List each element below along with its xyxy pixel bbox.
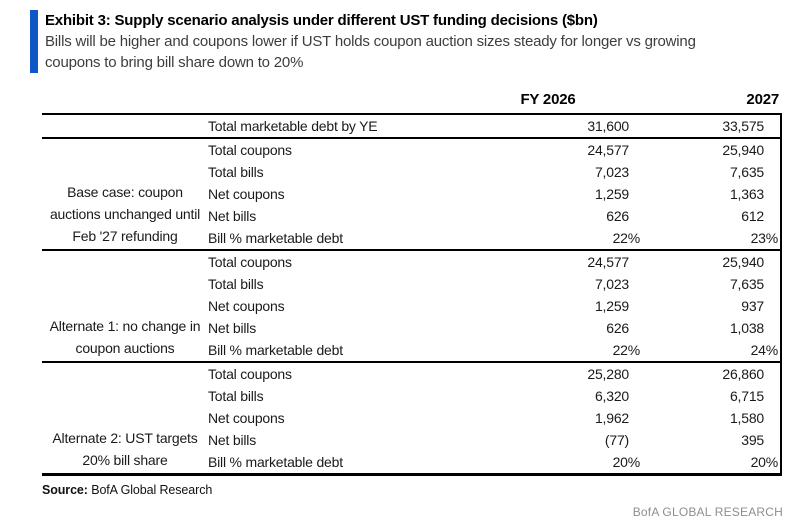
row-label: Total coupons — [208, 142, 292, 158]
table-row: Net coupons 1,259 1,363 — [42, 183, 782, 205]
source-line: Source: BofA Global Research — [42, 483, 791, 497]
row-label: Bill % marketable debt — [208, 454, 343, 470]
header-text: Exhibit 3: Supply scenario analysis unde… — [45, 10, 725, 73]
value-2027: 33,575 — [641, 114, 782, 138]
scenario-label-line: Alternate 1: no change in — [49, 318, 201, 334]
value-fy2026: (77) — [604, 432, 629, 448]
table-header: FY 2026 2027 — [42, 89, 781, 114]
value-fy2026: 22% — [612, 342, 641, 358]
value-2027: 7,635 — [641, 161, 782, 183]
row-label: Total bills — [208, 388, 264, 404]
empty-cell — [42, 114, 208, 138]
supply-scenario-table: FY 2026 2027 Total marketable debt by YE… — [42, 89, 782, 476]
row-label: Net bills — [208, 208, 256, 224]
value-fy2026: 7,023 — [594, 276, 629, 292]
brand-footer: BofA GLOBAL RESEARCH — [632, 505, 783, 519]
alternate-2-section: Alternate 2: UST targets 20% bill share … — [42, 362, 782, 475]
value-2027: 1,580 — [641, 407, 782, 429]
value-fy2026: 1,259 — [594, 186, 629, 202]
value-fy2026: 1,962 — [594, 410, 629, 426]
exhibit-header: Exhibit 3: Supply scenario analysis unde… — [30, 10, 791, 73]
accent-bar — [30, 10, 38, 73]
row-label: Net coupons — [208, 186, 285, 202]
row-label: Total marketable debt by YE — [208, 118, 378, 134]
value-fy2026: 31,600 — [587, 118, 629, 134]
exhibit-subtitle: Bills will be higher and coupons lower i… — [45, 33, 696, 71]
row-label: Net bills — [208, 320, 256, 336]
value-2027: 6,715 — [641, 385, 782, 407]
table-row: Alternate 1: no change in coupon auction… — [42, 250, 782, 356]
table-row: Bill % marketable debt 22% 23% — [42, 227, 782, 250]
header-row: FY 2026 2027 — [42, 89, 781, 114]
row-label: Net coupons — [208, 298, 285, 314]
row-label: Total bills — [208, 164, 264, 180]
empty-header-cell — [42, 89, 208, 114]
table-row: Total marketable debt by YE 31,600 33,57… — [42, 114, 782, 138]
value-fy2026: 626 — [606, 208, 629, 224]
value-fy2026: 6,320 — [594, 388, 629, 404]
alternate-1-section: Alternate 1: no change in coupon auction… — [42, 250, 782, 362]
value-2027: 937 — [641, 295, 782, 317]
scenario-label-line: coupon auctions — [75, 340, 175, 356]
column-header-fy2026: FY 2026 — [520, 91, 576, 108]
scenario-label-line: auctions unchanged until — [49, 206, 201, 222]
row-label: Bill % marketable debt — [208, 230, 343, 246]
scenario-label-base-case: Base case: coupon auctions unchanged unt… — [42, 138, 208, 250]
column-header-2027: 2027 — [746, 91, 779, 108]
table-row: Alternate 2: UST targets 20% bill share … — [42, 362, 782, 468]
table-row: Bill % marketable debt 22% 24% — [42, 339, 782, 362]
value-fy2026: 7,023 — [594, 164, 629, 180]
value-fy2026: 20% — [612, 454, 641, 470]
value-2027: 7,635 — [641, 273, 782, 295]
base-case-section: Base case: coupon auctions unchanged unt… — [42, 138, 782, 250]
table-row: Bill % marketable debt 20% 20% — [42, 451, 782, 475]
table-row: Net coupons 1,259 937 — [42, 295, 782, 317]
value-fy2026: 25,280 — [587, 366, 629, 382]
scenario-label-alternate-1: Alternate 1: no change in coupon auction… — [42, 250, 208, 362]
value-2027: 24% — [641, 339, 782, 362]
value-2027: 395 — [641, 429, 782, 451]
row-label: Net bills — [208, 432, 256, 448]
table-row: Net coupons 1,962 1,580 — [42, 407, 782, 429]
value-2027: 1,038 — [641, 317, 782, 339]
scenario-label-line: Feb '27 refunding — [72, 228, 178, 244]
source-text: BofA Global Research — [91, 483, 213, 497]
empty-header-cell — [208, 89, 455, 114]
table-row: Net bills 626 612 — [42, 205, 782, 227]
table-row: Base case: coupon auctions unchanged unt… — [42, 138, 782, 244]
value-fy2026: 22% — [612, 230, 641, 246]
scenario-label-line: Alternate 2: UST targets — [52, 430, 198, 446]
row-label: Total bills — [208, 276, 264, 292]
value-2027: 23% — [641, 227, 782, 250]
row-label: Net coupons — [208, 410, 285, 426]
scenario-label-line: Base case: coupon — [67, 184, 183, 200]
value-2027: 25,940 — [641, 138, 782, 161]
table-row: Total bills 7,023 7,635 — [42, 161, 782, 183]
value-2027: 20% — [641, 451, 782, 475]
value-fy2026: 24,577 — [587, 142, 629, 158]
exhibit-title: Exhibit 3: Supply scenario analysis unde… — [45, 12, 598, 29]
value-2027: 612 — [641, 205, 782, 227]
table-row: Total bills 6,320 6,715 — [42, 385, 782, 407]
row-label: Bill % marketable debt — [208, 342, 343, 358]
scenario-label-alternate-2: Alternate 2: UST targets 20% bill share — [42, 362, 208, 475]
row-label: Total coupons — [208, 254, 292, 270]
value-2027: 26,860 — [641, 362, 782, 385]
table-row: Net bills 626 1,038 — [42, 317, 782, 339]
table-row: Net bills (77) 395 — [42, 429, 782, 451]
scenario-label-line: 20% bill share — [82, 452, 168, 468]
value-2027: 25,940 — [641, 250, 782, 273]
value-fy2026: 24,577 — [587, 254, 629, 270]
value-fy2026: 626 — [606, 320, 629, 336]
total-debt-section: Total marketable debt by YE 31,600 33,57… — [42, 114, 782, 138]
table-row: Total bills 7,023 7,635 — [42, 273, 782, 295]
value-fy2026: 1,259 — [594, 298, 629, 314]
source-label: Source: — [42, 483, 88, 497]
value-2027: 1,363 — [641, 183, 782, 205]
row-label: Total coupons — [208, 366, 292, 382]
